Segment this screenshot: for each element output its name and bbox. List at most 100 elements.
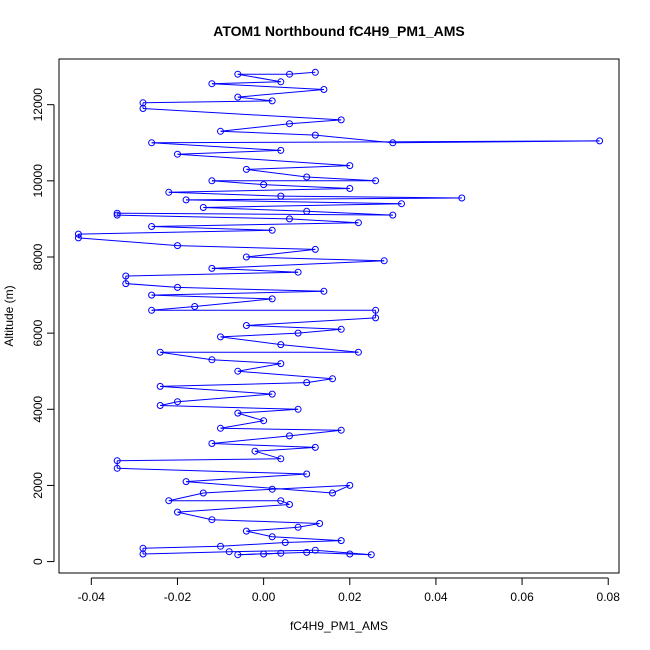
series-line-segment <box>151 222 359 227</box>
series-line-segment <box>168 191 281 197</box>
data-point <box>294 405 302 413</box>
data-point <box>268 485 276 493</box>
series-line-segment <box>117 467 307 475</box>
data-point <box>277 549 285 557</box>
data-point <box>165 188 173 196</box>
series-line-segment <box>280 500 290 505</box>
series-line-segment <box>186 473 307 483</box>
data-point <box>268 295 276 303</box>
plot-frame <box>58 58 620 574</box>
series-line-segment <box>160 382 307 387</box>
series-line-segment <box>289 218 359 224</box>
series-line-segment <box>186 481 333 494</box>
series-line-segment <box>306 176 376 182</box>
data-point <box>596 137 604 145</box>
series-line-segment <box>237 412 264 422</box>
series-line-segment <box>151 290 324 296</box>
data-point <box>286 215 293 223</box>
data-layer <box>74 68 604 559</box>
x-tick-label: 0.02 <box>338 590 362 604</box>
series-line-segment <box>285 540 342 543</box>
data-point <box>303 207 311 215</box>
series-line-segment <box>160 351 212 361</box>
series-line-segment <box>168 492 204 502</box>
series-line-segment <box>78 237 178 247</box>
data-point <box>208 516 216 524</box>
data-point <box>277 497 285 505</box>
series-line-segment <box>220 420 264 429</box>
data-point <box>242 165 250 173</box>
data-point <box>303 379 311 387</box>
data-point <box>208 80 216 88</box>
x-axis-label: fC4H9_PM1_AMS <box>290 619 388 633</box>
data-point <box>148 223 156 230</box>
series-line-segment <box>125 283 178 288</box>
data-point <box>208 177 216 185</box>
series-line-segment <box>272 536 342 542</box>
data-point <box>242 322 250 329</box>
y-tick-label: 0 <box>31 558 45 565</box>
data-point <box>320 287 328 295</box>
data-point <box>320 86 328 93</box>
data-point <box>346 162 354 170</box>
data-point <box>268 226 276 234</box>
data-point <box>354 348 362 356</box>
data-point <box>268 97 276 105</box>
series-line-segment <box>272 484 350 490</box>
series-line-segment <box>246 168 307 178</box>
series-line-segment <box>237 89 324 98</box>
data-point <box>217 127 224 135</box>
series-line-segment <box>117 458 281 462</box>
series-line-segment <box>237 408 299 414</box>
series-line-segment <box>151 294 273 300</box>
x-tick-label: 0.04 <box>424 590 448 604</box>
series-line-segment <box>237 96 273 102</box>
series-line-segment <box>246 317 376 326</box>
series-line-segment <box>211 435 290 444</box>
data-point <box>148 306 156 314</box>
series-line-segment <box>220 332 299 338</box>
y-tick-label: 4000 <box>31 396 45 423</box>
series-line-segment <box>151 226 273 231</box>
series-line-segment <box>168 188 350 193</box>
series-line-segment <box>177 511 213 521</box>
series-line-segment <box>142 551 230 555</box>
data-point <box>346 550 354 558</box>
series-line-segment <box>117 214 290 220</box>
data-point <box>122 272 130 280</box>
data-point <box>156 348 164 356</box>
data-point <box>242 253 250 261</box>
data-point <box>311 443 319 451</box>
data-point <box>208 356 216 364</box>
series-line-segment <box>315 134 393 144</box>
series-line-segment <box>246 256 385 262</box>
data-point <box>139 544 147 552</box>
series-line-segment <box>78 229 273 235</box>
data-point <box>277 192 285 200</box>
data-point <box>174 508 181 516</box>
data-point <box>277 341 285 349</box>
series-line-segment <box>211 519 320 524</box>
data-point <box>234 409 242 417</box>
series-line-segment <box>280 195 462 199</box>
data-point <box>311 546 319 554</box>
data-point <box>354 219 362 227</box>
series-line-segment <box>220 123 290 132</box>
series-line-segment <box>289 429 342 437</box>
data-point <box>182 478 190 486</box>
data-point <box>329 375 336 383</box>
series-line-segment <box>220 130 316 136</box>
data-point <box>458 194 466 202</box>
data-point <box>389 211 397 219</box>
series-line-segment <box>186 199 402 205</box>
series-line-segment <box>254 446 316 452</box>
data-point <box>398 200 405 208</box>
chart-title: ATOM1 Northbound fC4H9_PM1_AMS <box>213 23 465 39</box>
data-point <box>337 426 345 434</box>
data-point <box>303 173 311 181</box>
data-point <box>148 139 156 147</box>
series-line-segment <box>211 81 281 85</box>
data-point <box>174 283 181 291</box>
series-line-segment <box>203 203 402 208</box>
series-line-segment <box>220 427 342 431</box>
